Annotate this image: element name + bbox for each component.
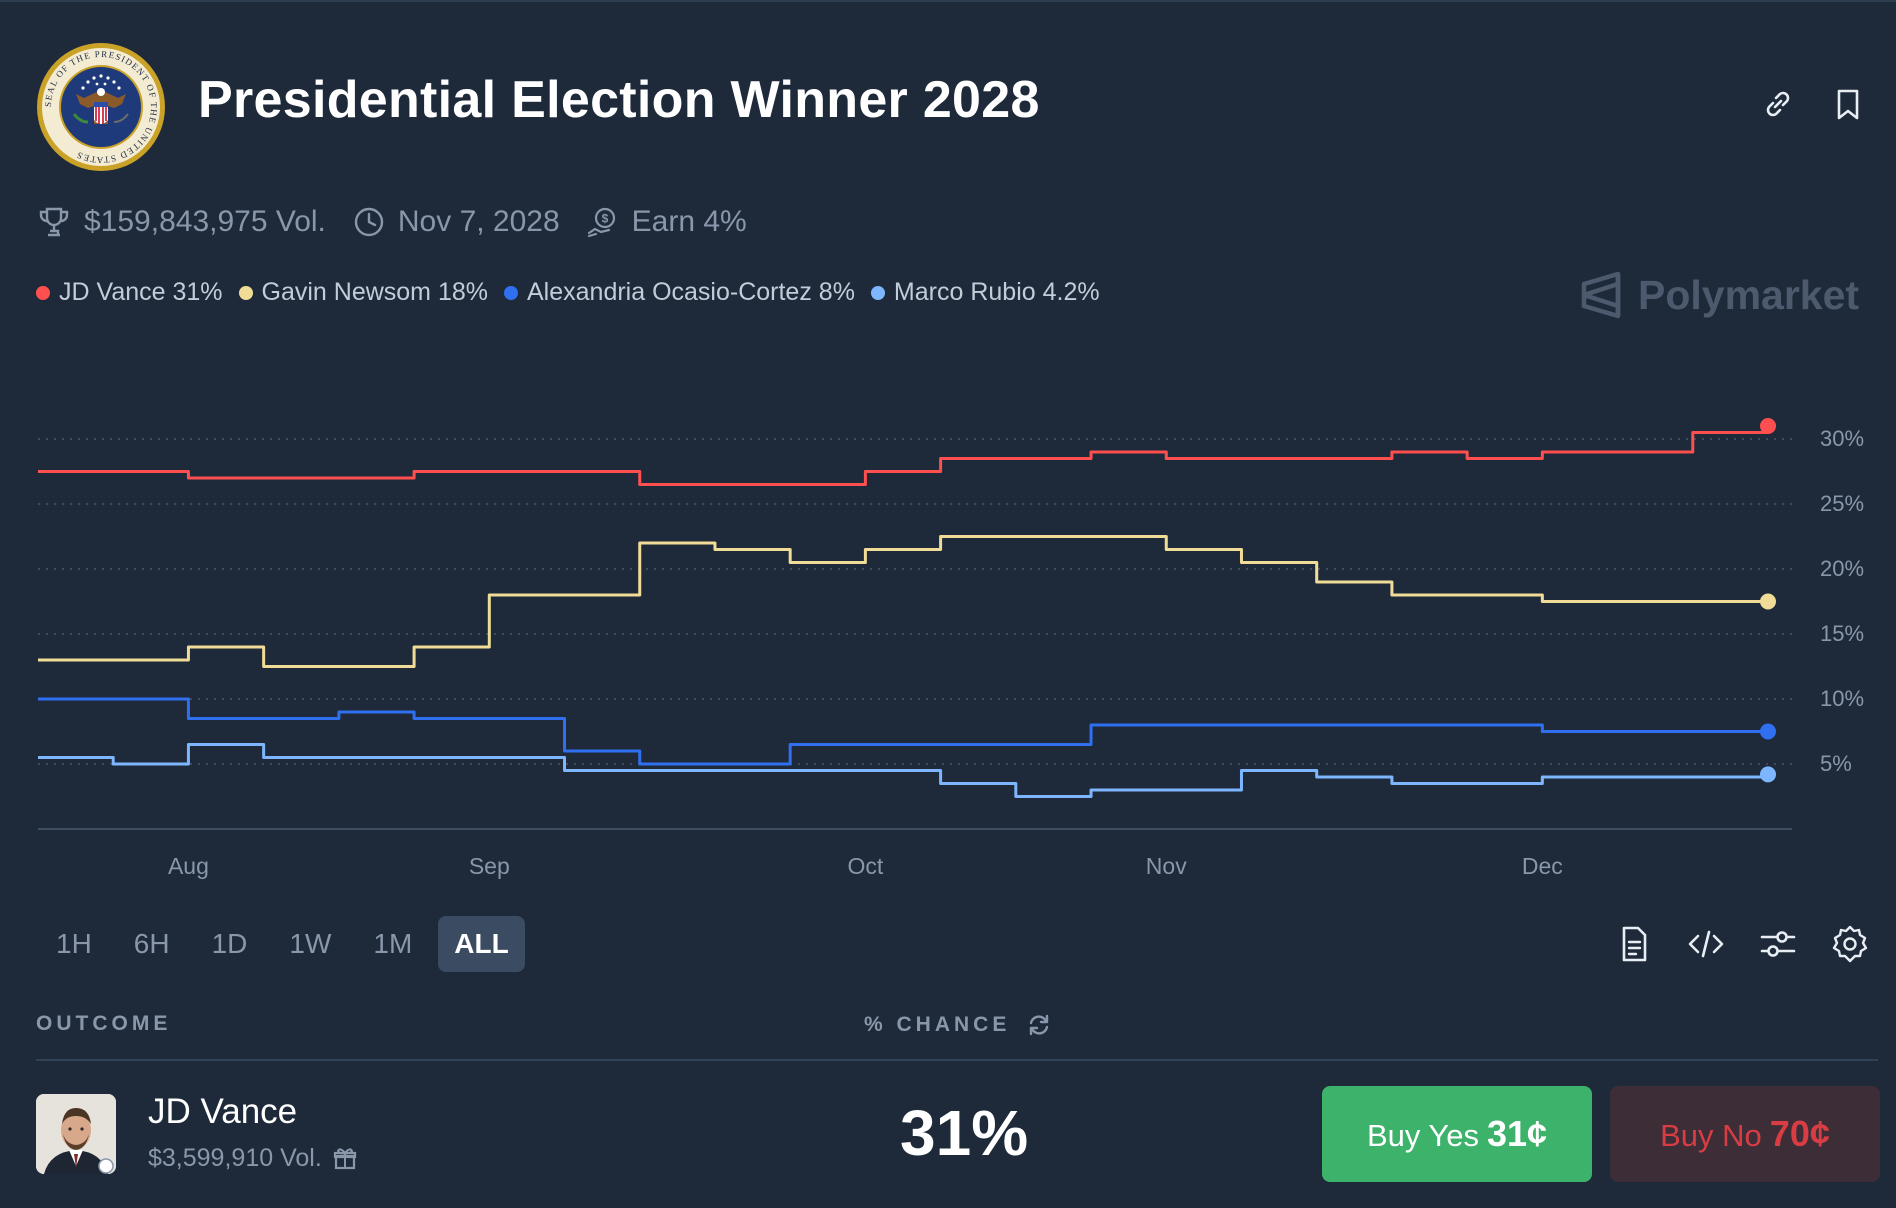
series-endpoint-0 <box>1760 418 1776 434</box>
y-tick-label: 5% <box>1820 751 1852 776</box>
volume-stat: $159,843,975 Vol. <box>36 204 326 240</box>
gift-icon[interactable] <box>332 1146 358 1172</box>
document-icon[interactable] <box>1614 924 1654 964</box>
buy-yes-price: 31¢ <box>1486 1113 1548 1154</box>
outcome-column-header: OUTCOME <box>36 1012 172 1035</box>
x-tick-label: Nov <box>1146 853 1187 879</box>
svg-text:$: $ <box>601 212 608 226</box>
series-line-1 <box>38 535 1768 668</box>
chart-legend: JD Vance 31% Gavin Newsom 18% Alexandria… <box>36 278 1116 307</box>
end-date-stat: Nov 7, 2028 <box>352 205 560 239</box>
legend-item-rubio[interactable]: Marco Rubio 4.2% <box>870 278 1100 307</box>
range-1w-button[interactable]: 1W <box>289 928 332 959</box>
range-6h-button[interactable]: 6H <box>133 928 170 959</box>
buy-no-label: Buy No <box>1660 1118 1762 1153</box>
candidate-portrait <box>36 1094 116 1174</box>
earn-stat[interactable]: $ Earn 4% <box>586 205 747 239</box>
page-title: Presidential Election Winner 2028 <box>198 71 1040 129</box>
x-tick-label: Aug <box>168 853 209 879</box>
chart-gridlines <box>38 438 1792 765</box>
market-meta: $159,843,975 Vol. Nov 7, 2028 $ Earn 4% <box>36 202 773 242</box>
clock-icon <box>354 207 384 237</box>
bookmark-icon[interactable] <box>1828 84 1868 124</box>
end-date: Nov 7, 2028 <box>397 205 560 238</box>
buy-no-button[interactable]: Buy No 70¢ <box>1610 1086 1880 1182</box>
legend-label: JD Vance 31% <box>59 278 223 306</box>
legend-item-newsom[interactable]: Gavin Newsom 18% <box>238 278 488 307</box>
legend-label: Alexandria Ocasio-Cortez 8% <box>527 278 855 306</box>
range-1h-button[interactable]: 1H <box>56 928 92 959</box>
table-divider <box>36 1059 1878 1061</box>
chance-header-label: % CHANCE <box>864 1013 1011 1036</box>
outcome-volume: $3,599,910 Vol. <box>148 1144 322 1172</box>
buy-yes-label: Buy Yes <box>1366 1118 1479 1153</box>
y-tick-label: 15% <box>1820 621 1864 646</box>
legend-item-vance[interactable]: JD Vance 31% <box>36 278 223 307</box>
x-tick-label: Dec <box>1522 853 1563 879</box>
legend-item-ocasio-cortez[interactable]: Alexandria Ocasio-Cortez 8% <box>504 278 855 307</box>
embed-code-icon[interactable] <box>1686 924 1726 964</box>
x-tick-label: Oct <box>848 853 884 879</box>
buy-no-price: 70¢ <box>1769 1113 1830 1154</box>
settings-gear-icon[interactable] <box>1830 924 1870 964</box>
y-tick-label: 20% <box>1820 556 1864 581</box>
legend-label: Marco Rubio 4.2% <box>893 278 1100 306</box>
y-tick-label: 30% <box>1820 426 1864 451</box>
sliders-icon[interactable] <box>1758 924 1798 964</box>
buy-yes-button[interactable]: Buy Yes 31¢ <box>1322 1086 1592 1182</box>
refresh-icon[interactable] <box>1026 1012 1052 1038</box>
link-icon[interactable] <box>1758 84 1798 124</box>
market-header: SEAL OF THE PRESIDENT OF THE UNITED STAT… <box>36 42 1876 172</box>
x-tick-label: Sep <box>469 853 510 879</box>
y-axis-ticks: 30% 25% 20% 15% 10% 5% <box>1820 426 1864 776</box>
earn-coin-icon: $ <box>587 207 615 238</box>
range-all-button[interactable]: ALL <box>438 916 525 972</box>
series-endpoint-2 <box>1760 723 1776 740</box>
legend-dot <box>504 285 518 300</box>
outcome-chance: 31% <box>900 1097 1029 1169</box>
x-axis-ticks: Aug Sep Oct Nov Dec <box>168 853 1563 879</box>
series-endpoint-1 <box>1760 593 1776 610</box>
watermark-text: Polymarket <box>1638 271 1860 318</box>
range-1d-button[interactable]: 1D <box>211 928 248 959</box>
chart-series <box>38 426 1770 798</box>
outcome-avatar <box>36 1094 116 1174</box>
outcome-name[interactable]: JD Vance <box>148 1092 298 1131</box>
polymarket-logo-icon <box>1581 271 1621 319</box>
polymarket-watermark: Polymarket <box>1578 270 1859 320</box>
y-tick-label: 10% <box>1820 686 1864 711</box>
legend-label: Gavin Newsom 18% <box>261 278 488 306</box>
chart-endpoints <box>1760 418 1776 783</box>
outcome-volume-row: $3,599,910 Vol. <box>148 1144 358 1173</box>
chance-column-header: % CHANCE <box>864 1012 1052 1038</box>
series-line-3 <box>38 743 1770 798</box>
top-border <box>0 0 1896 2</box>
range-1m-button[interactable]: 1M <box>373 928 413 959</box>
series-endpoint-3 <box>1760 766 1776 783</box>
legend-dot <box>238 285 253 300</box>
trophy-icon <box>39 207 69 237</box>
series-line-2 <box>38 697 1768 766</box>
price-history-chart[interactable]: 30% 25% 20% 15% 10% 5% Aug Sep Oct Nov Dec <box>0 380 1896 880</box>
total-volume: $159,843,975 Vol. <box>84 205 326 238</box>
earn-rate: Earn 4% <box>631 205 747 238</box>
y-tick-label: 25% <box>1820 491 1864 516</box>
series-line-0 <box>38 426 1770 486</box>
legend-dot <box>870 285 885 300</box>
time-range-selector: 1H 6H 1D 1W 1M ALL <box>40 916 535 972</box>
legend-dot <box>36 285 50 300</box>
presidential-seal-logo: SEAL OF THE PRESIDENT OF THE UNITED STAT… <box>37 43 165 171</box>
